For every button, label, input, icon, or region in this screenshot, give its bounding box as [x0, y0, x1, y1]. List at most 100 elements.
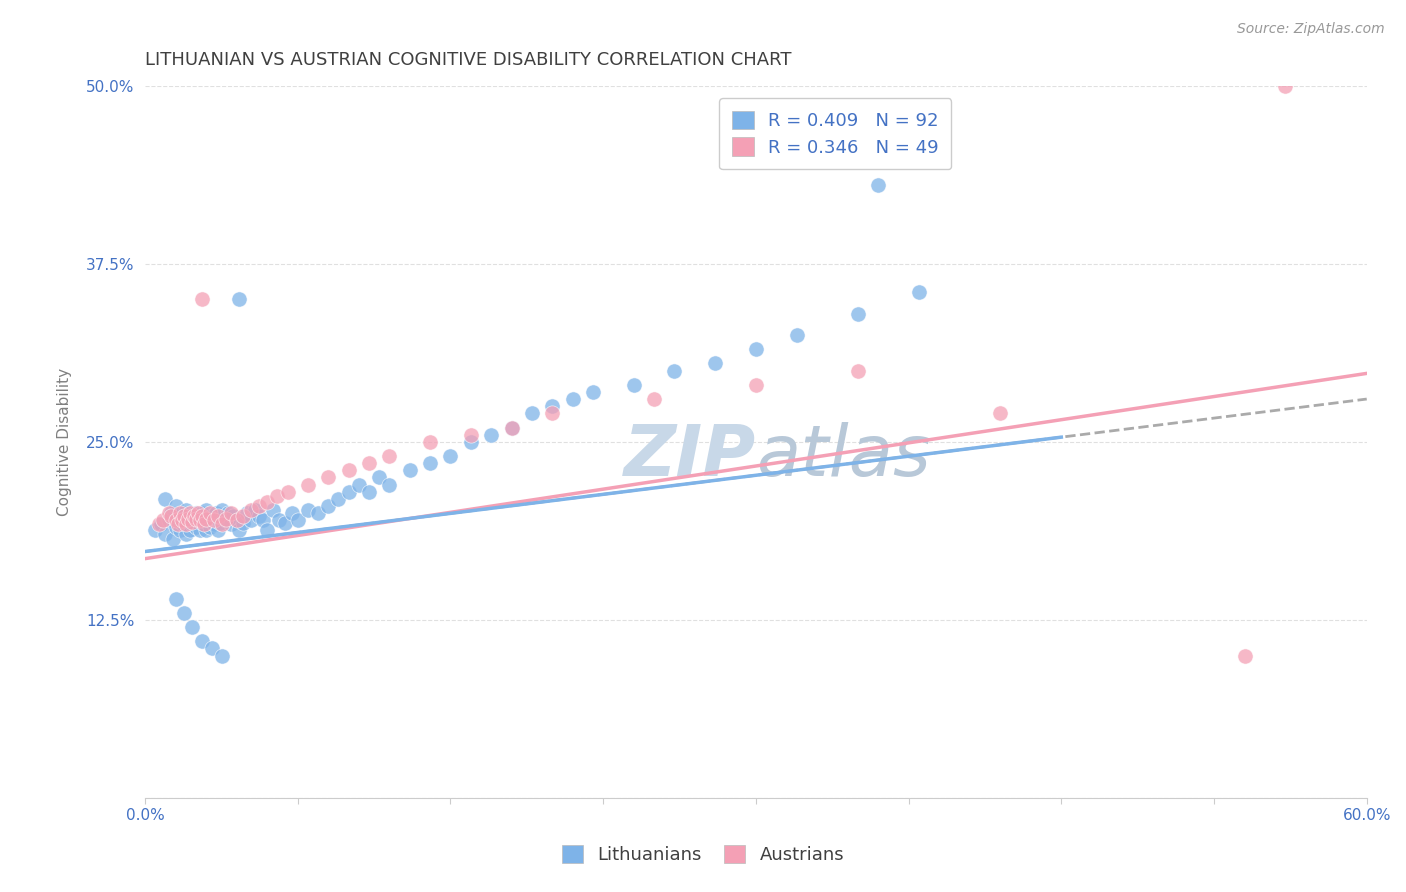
- Point: [184, 520, 207, 534]
- Point: [398, 463, 420, 477]
- Point: [160, 506, 183, 520]
- Point: [228, 293, 250, 307]
- Point: [148, 517, 170, 532]
- Point: [247, 499, 270, 513]
- Point: [201, 508, 224, 523]
- Point: [198, 520, 221, 534]
- Point: [419, 456, 441, 470]
- Point: [907, 285, 929, 300]
- Point: [582, 384, 605, 399]
- Point: [307, 506, 329, 520]
- Point: [347, 477, 370, 491]
- Point: [169, 523, 191, 537]
- Point: [211, 648, 233, 663]
- Point: [157, 506, 180, 520]
- Point: [187, 506, 209, 520]
- Point: [256, 494, 278, 508]
- Point: [183, 512, 205, 526]
- Point: [232, 516, 254, 530]
- Point: [479, 427, 502, 442]
- Point: [174, 503, 197, 517]
- Point: [357, 484, 380, 499]
- Point: [187, 513, 209, 527]
- Point: [184, 506, 207, 520]
- Point: [280, 506, 302, 520]
- Point: [195, 503, 218, 517]
- Point: [202, 513, 225, 527]
- Point: [173, 606, 195, 620]
- Point: [419, 434, 441, 449]
- Point: [180, 517, 202, 532]
- Point: [1233, 648, 1256, 663]
- Point: [664, 363, 686, 377]
- Point: [197, 513, 219, 527]
- Point: [160, 508, 183, 523]
- Point: [357, 456, 380, 470]
- Point: [541, 406, 564, 420]
- Text: LITHUANIAN VS AUSTRIAN COGNITIVE DISABILITY CORRELATION CHART: LITHUANIAN VS AUSTRIAN COGNITIVE DISABIL…: [145, 51, 792, 69]
- Text: Source: ZipAtlas.com: Source: ZipAtlas.com: [1237, 22, 1385, 37]
- Point: [623, 377, 645, 392]
- Point: [195, 523, 218, 537]
- Point: [501, 420, 523, 434]
- Point: [205, 506, 228, 520]
- Point: [460, 427, 482, 442]
- Point: [297, 503, 319, 517]
- Point: [188, 523, 211, 537]
- Point: [207, 508, 229, 523]
- Point: [316, 499, 339, 513]
- Point: [439, 449, 461, 463]
- Point: [165, 520, 187, 534]
- Point: [202, 517, 225, 532]
- Point: [155, 527, 177, 541]
- Point: [152, 513, 174, 527]
- Point: [165, 591, 187, 606]
- Legend: R = 0.409   N = 92, R = 0.346   N = 49: R = 0.409 N = 92, R = 0.346 N = 49: [720, 98, 952, 169]
- Point: [232, 508, 254, 523]
- Point: [846, 306, 869, 320]
- Point: [207, 523, 229, 537]
- Point: [988, 406, 1011, 420]
- Point: [368, 470, 391, 484]
- Point: [378, 449, 401, 463]
- Point: [228, 523, 250, 537]
- Point: [180, 515, 202, 529]
- Point: [225, 513, 247, 527]
- Point: [221, 508, 243, 523]
- Point: [287, 513, 309, 527]
- Point: [174, 517, 197, 532]
- Point: [704, 356, 727, 370]
- Point: [219, 517, 242, 532]
- Point: [205, 513, 228, 527]
- Y-axis label: Cognitive Disability: Cognitive Disability: [58, 368, 72, 516]
- Point: [166, 513, 188, 527]
- Point: [378, 477, 401, 491]
- Point: [211, 503, 233, 517]
- Point: [252, 513, 274, 527]
- Point: [162, 532, 184, 546]
- Point: [217, 506, 239, 520]
- Point: [193, 513, 215, 527]
- Point: [179, 523, 201, 537]
- Point: [239, 513, 262, 527]
- Point: [243, 503, 266, 517]
- Point: [198, 506, 221, 520]
- Point: [561, 392, 583, 406]
- Point: [269, 513, 291, 527]
- Point: [846, 363, 869, 377]
- Point: [276, 484, 298, 499]
- Point: [215, 513, 238, 527]
- Point: [256, 523, 278, 537]
- Point: [191, 508, 214, 523]
- Point: [786, 327, 808, 342]
- Point: [165, 499, 187, 513]
- Point: [191, 634, 214, 648]
- Point: [316, 470, 339, 484]
- Point: [188, 513, 211, 527]
- Point: [155, 491, 177, 506]
- Point: [337, 484, 360, 499]
- Point: [173, 510, 195, 524]
- Point: [191, 506, 214, 520]
- Point: [745, 377, 768, 392]
- Point: [211, 510, 233, 524]
